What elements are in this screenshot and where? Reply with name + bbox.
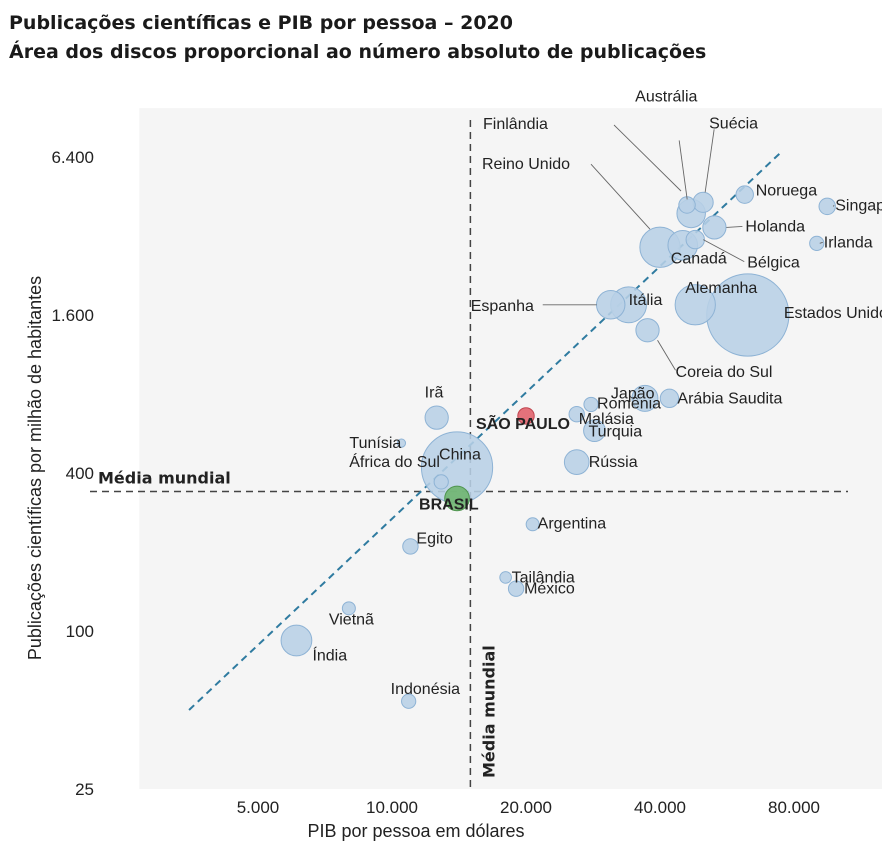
bubble-espanha xyxy=(595,290,626,320)
label-australia: Austrália xyxy=(635,88,697,105)
label-china: China xyxy=(439,446,481,463)
label-romenia: Romênia xyxy=(597,395,661,412)
y-tick-label: 400 xyxy=(66,464,94,483)
leader-suecia xyxy=(704,129,715,193)
x-tick-label: 40.000 xyxy=(634,798,686,817)
bubble-tailandia xyxy=(499,571,512,584)
label-espanha: Espanha xyxy=(471,298,534,315)
bubble-alemanha xyxy=(674,284,716,326)
bubble-mexico xyxy=(507,580,525,597)
bubble-japao xyxy=(631,384,659,412)
bubble-singapura xyxy=(818,197,836,216)
leader-australia xyxy=(678,140,688,200)
label-africa-do-sul: África do Sul xyxy=(349,452,440,471)
bubbles-group xyxy=(280,185,836,709)
bubble-africa-do-sul xyxy=(433,474,449,490)
bubble-turquia xyxy=(583,419,606,443)
label-suecia: Suécia xyxy=(709,115,758,132)
label-india: Índia xyxy=(312,646,347,665)
label-tailandia: Tailândia xyxy=(512,569,575,586)
reference-label-vertical: Média mundial xyxy=(479,645,498,778)
bubble-romenia xyxy=(583,396,599,413)
bubble-irlanda xyxy=(809,235,825,251)
label-alemanha: Alemanha xyxy=(685,280,757,297)
label-holanda: Holanda xyxy=(745,218,805,235)
bubble-brasil xyxy=(444,485,470,512)
label-noruega: Noruega xyxy=(756,183,817,200)
bubble-vietna xyxy=(341,601,356,616)
bubble-argentina xyxy=(525,517,540,532)
bubble-noruega xyxy=(735,185,754,204)
label-sao-paulo: SÃO PAULO xyxy=(476,413,570,433)
bubble-belgica xyxy=(685,229,705,250)
label-arabia-saudita: Arábia Saudita xyxy=(677,390,782,407)
bubble-suecia xyxy=(692,191,714,213)
bubble-arabia-saudita xyxy=(659,388,680,409)
label-reino-unido: Reino Unido xyxy=(482,156,570,173)
leader-finlandia xyxy=(613,124,682,192)
leader-singapura xyxy=(832,205,835,207)
reference-label-horizontal: Média mundial xyxy=(98,469,231,488)
x-tick-label: 20.000 xyxy=(500,798,552,817)
label-belgica: Bélgica xyxy=(747,255,800,272)
bubble-holanda xyxy=(702,215,727,240)
label-estados-unidos: Estados Unidos xyxy=(784,305,882,322)
plot-background xyxy=(139,108,882,789)
label-brasil: BRASIL xyxy=(419,496,479,513)
bubble-coreia-do-sul xyxy=(635,318,660,343)
label-malasia: Malásia xyxy=(579,411,634,428)
chart-title: Publicações científicas e PIB por pessoa… xyxy=(9,12,513,34)
leader-holanda xyxy=(726,225,743,228)
x-tick-label: 5.000 xyxy=(237,798,280,817)
leader-lines xyxy=(542,124,835,371)
bubble-indonesia xyxy=(401,693,417,709)
label-ira: Irã xyxy=(425,385,444,402)
leader-coreia-do-sul xyxy=(657,339,676,371)
label-japao: Japão xyxy=(611,385,655,402)
bubble-russia xyxy=(563,449,590,475)
point-labels: Estados Unidos China Reino Unido Alemanha It… xyxy=(312,88,882,698)
bubble-india xyxy=(280,624,313,657)
label-egito: Egito xyxy=(416,530,453,547)
label-italia: Itália xyxy=(629,292,663,309)
leader-irlanda xyxy=(819,241,823,244)
y-tick-label: 25 xyxy=(75,780,94,799)
bubble-ira xyxy=(424,405,449,430)
label-vietna: Vietnã xyxy=(329,611,374,628)
label-mexico: México xyxy=(524,581,575,598)
chart-subtitle: Área dos discos proporcional ao número a… xyxy=(9,41,707,63)
label-indonesia: Indonésia xyxy=(391,681,460,698)
x-axis-title: PIB por pessoa em dólares xyxy=(307,821,524,841)
axes: 5.000 10.000 20.000 40.000 80.000 25 100 400 1.6… xyxy=(25,148,820,841)
label-tunisia: Tunísia xyxy=(349,435,401,452)
label-russia: Rússia xyxy=(589,454,638,471)
label-coreia-do-sul: Coreia do Sul xyxy=(676,364,773,381)
bubble-egito xyxy=(402,538,419,555)
label-finlandia: Finlândia xyxy=(483,116,548,133)
label-singapura: Singapura xyxy=(835,197,882,214)
leader-belgica xyxy=(703,239,745,263)
label-argentina: Argentina xyxy=(538,515,607,532)
x-tick-label: 80.000 xyxy=(768,798,820,817)
x-tick-label: 10.000 xyxy=(366,798,418,817)
label-turquia: Turquia xyxy=(588,424,642,441)
bubble-malasia xyxy=(568,406,585,423)
leader-reino-unido xyxy=(590,163,651,230)
label-irlanda: Irlanda xyxy=(824,234,873,251)
y-tick-label: 100 xyxy=(66,622,94,641)
label-canada: Canadá xyxy=(671,250,727,267)
bubble-sao-paulo xyxy=(517,407,535,425)
y-axis-title: Publicações científicas por milhão de ha… xyxy=(25,276,45,660)
y-tick-label: 1.600 xyxy=(51,306,94,325)
y-tick-label: 6.400 xyxy=(51,148,94,167)
bubble-tunisia xyxy=(396,438,407,448)
